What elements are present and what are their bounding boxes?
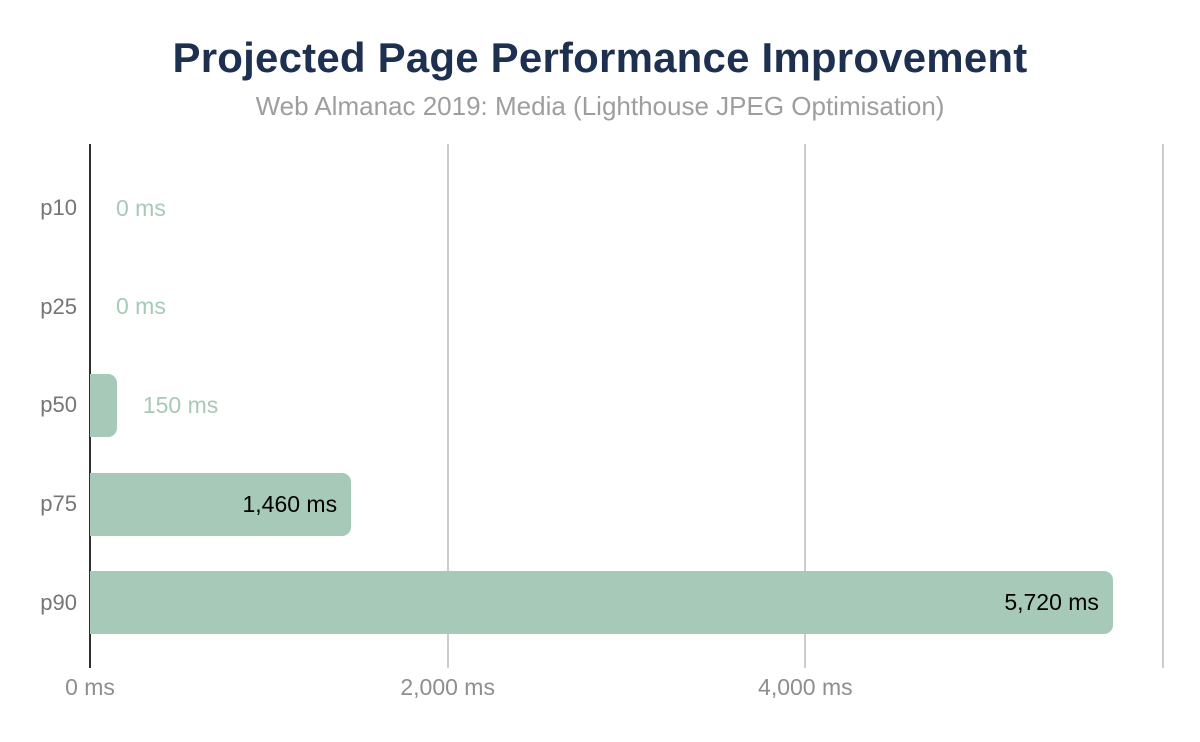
y-axis-label-p90: p90 bbox=[40, 589, 77, 615]
bar-row-p90: p90 5,720 ms bbox=[40, 553, 1163, 652]
x-tick-label-2000: 2,000 ms bbox=[400, 674, 495, 700]
y-axis-label-p50: p50 bbox=[40, 392, 77, 418]
bar-p75[interactable] bbox=[90, 472, 352, 536]
bar-p50[interactable] bbox=[90, 373, 117, 437]
y-axis-label-p75: p75 bbox=[40, 491, 77, 517]
bar-row-p50: p50 150 ms bbox=[40, 356, 1163, 455]
y-axis-label-p10: p10 bbox=[40, 195, 77, 221]
value-label-p75: 1,460 ms bbox=[242, 490, 338, 517]
y-axis-label-p25: p25 bbox=[40, 293, 77, 319]
value-label-p50: 150 ms bbox=[142, 391, 219, 418]
value-label-p10: 0 ms bbox=[116, 194, 166, 221]
plot-area: p10 0 ms p25 0 ms p50 150 ms p75 1,460 ms p90 5,7… bbox=[40, 144, 1164, 668]
bar-row-p75: p75 1,460 ms bbox=[40, 455, 1163, 554]
bar-p90[interactable] bbox=[90, 571, 1113, 635]
value-label-p90: 5,720 ms bbox=[1004, 589, 1099, 616]
bar-rows: p10 0 ms p25 0 ms p50 150 ms p75 1,460 ms p90 5,7… bbox=[40, 159, 1163, 652]
chart-subtitle: Web Almanac 2019: Media (Lighthouse JPEG… bbox=[255, 91, 945, 121]
value-label-p25: 0 ms bbox=[116, 293, 166, 320]
gridline-2000 bbox=[446, 144, 449, 668]
gridline-6000 bbox=[1162, 144, 1164, 668]
bar-row-p25: p25 0 ms bbox=[40, 258, 1163, 357]
gridline-4000 bbox=[804, 144, 807, 668]
x-axis: 0 ms 2,000 ms 4,000 ms bbox=[65, 674, 1163, 704]
x-tick-label-0: 0 ms bbox=[65, 674, 115, 700]
bar-row-p10: p10 0 ms bbox=[40, 159, 1163, 258]
x-tick-label-4000: 4,000 ms bbox=[758, 674, 853, 700]
chart-title: Projected Page Performance Improvement bbox=[172, 34, 1028, 81]
